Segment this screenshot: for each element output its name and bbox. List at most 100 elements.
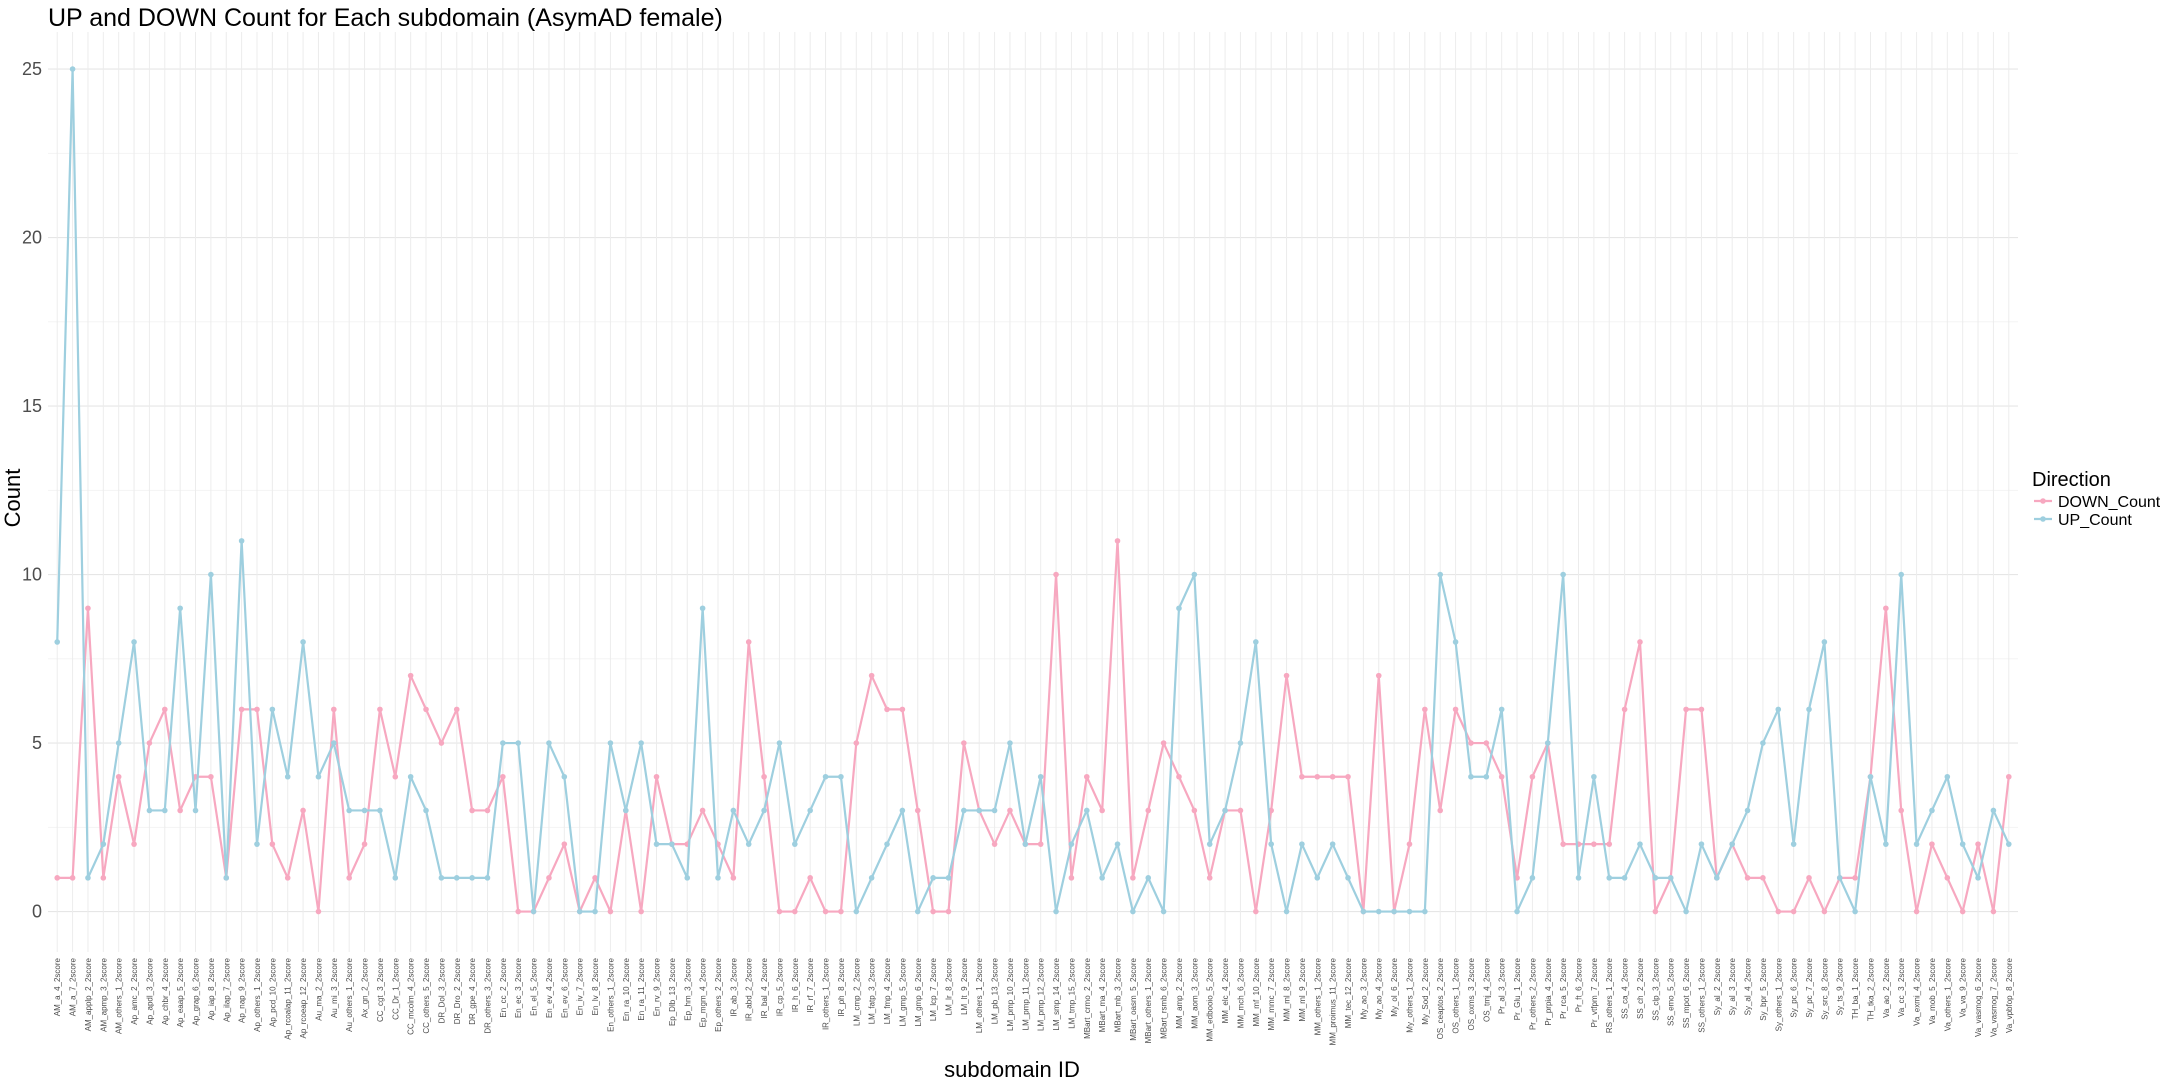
data-point: [1852, 908, 1858, 915]
data-point: [407, 672, 414, 679]
data-point: [546, 875, 552, 881]
data-point: [100, 875, 107, 881]
x-tick-label: MM_elc_4_2score: [1221, 957, 1230, 1023]
x-tick-label: Ap_eaap_5_2score: [176, 957, 185, 1027]
x-tick-label: Va_mob_5_2score: [1928, 957, 1937, 1024]
data-point: [392, 875, 399, 881]
x-tick-label: IR_ab_3_2score: [729, 957, 738, 1016]
data-point: [1698, 841, 1705, 847]
x-tick-label: LM_pb_13_2score: [991, 957, 1000, 1024]
x-tick-label: Sy_pc_7_2score: [1805, 957, 1814, 1017]
data-point: [269, 841, 276, 847]
data-point: [1652, 875, 1659, 881]
x-tick-label: En_ev_6_2score: [560, 957, 569, 1018]
data-point: [269, 706, 276, 713]
data-point: [884, 706, 890, 713]
data-point: [607, 740, 614, 746]
data-point: [1898, 571, 1905, 578]
x-tick-label: Sy_pc_6_2score: [1790, 957, 1799, 1017]
data-point: [1468, 740, 1474, 746]
series-layer: [54, 66, 2012, 915]
data-point: [1714, 875, 1720, 881]
data-point: [1283, 908, 1290, 915]
data-point: [1283, 672, 1290, 679]
data-point: [1514, 908, 1520, 915]
data-point: [192, 807, 199, 814]
data-point: [161, 706, 168, 713]
data-point: [838, 773, 844, 780]
data-point: [792, 908, 798, 915]
x-tick-label: Ap_rcoeap_12_2score: [299, 957, 308, 1038]
x-tick-label: Au_mi_3_2score: [330, 957, 339, 1018]
data-point: [776, 908, 783, 915]
x-tick-label: Ap_ilap_7_2score: [222, 957, 231, 1022]
data-point: [1406, 841, 1413, 847]
data-point: [761, 773, 767, 780]
x-tick-label: Ep_hm_3_2score: [683, 957, 692, 1020]
x-tick-label: AM_apmp_3_2score: [99, 957, 108, 1031]
x-tick-label: Pr_rca_5_2score: [1559, 957, 1568, 1018]
x-tick-label: My_ao_4_2score: [1375, 957, 1384, 1019]
x-tick-label: Ep_mgm_4_2score: [699, 957, 708, 1027]
x-tick-label: MM_tec_12_2score: [1344, 957, 1353, 1028]
data-point: [1160, 740, 1167, 746]
x-tick-label: En_ev_4_2score: [545, 957, 554, 1018]
data-point: [131, 639, 137, 645]
series-line-down-count: [57, 539, 2010, 913]
data-point: [1990, 807, 1997, 814]
data-point: [438, 740, 445, 746]
data-point: [208, 571, 214, 578]
data-point: [300, 639, 306, 645]
data-point: [1099, 875, 1105, 881]
data-point: [484, 807, 491, 814]
x-tick-label: En_others_1_2score: [606, 957, 615, 1031]
x-tick-label: TH_ba_1_2score: [1851, 957, 1860, 1019]
data-point: [976, 807, 983, 814]
data-point: [1698, 706, 1705, 713]
y-tick-label: 5: [32, 733, 42, 753]
x-tick-label: MM_proimus_11_2score: [1329, 957, 1338, 1045]
data-point: [1591, 841, 1597, 847]
data-point: [1729, 841, 1735, 847]
data-point: [1329, 841, 1336, 847]
x-tick-label: Pr_al_3_2score: [1498, 957, 1507, 1014]
data-point: [1406, 908, 1413, 915]
data-point: [1299, 773, 1305, 780]
data-point: [315, 908, 322, 915]
data-point: [1083, 807, 1090, 814]
data-point: [69, 66, 76, 72]
data-point: [377, 706, 383, 713]
x-tick-label: IR_others_1_2score: [822, 957, 831, 1030]
data-point: [945, 908, 952, 915]
data-point: [146, 807, 153, 814]
data-point: [1452, 639, 1459, 645]
data-point: [807, 807, 813, 814]
data-point: [991, 841, 998, 847]
x-tick-label: LM_lt_9_2score: [960, 957, 969, 1014]
data-point: [223, 875, 230, 881]
x-tick-label: IR_abd_2_2score: [745, 957, 754, 1021]
data-point: [822, 773, 829, 780]
x-tick-label: CC_cgt_3_2score: [376, 957, 385, 1022]
data-point: [699, 807, 706, 814]
x-tick-label: LM_fatp_3_2score: [868, 957, 877, 1024]
x-tick-label: MM_mf_10_2score: [1252, 957, 1261, 1026]
x-tick-label: LM_fmp_4_2score: [883, 957, 892, 1024]
data-point: [54, 875, 61, 881]
data-point: [1191, 807, 1198, 814]
data-point: [1898, 807, 1905, 814]
x-tick-label: OS_others_1_2score: [1452, 957, 1461, 1033]
x-tick-label: MM_mch_6_2score: [1236, 957, 1245, 1028]
data-point: [1145, 807, 1152, 814]
data-point: [776, 740, 783, 746]
data-point: [1929, 841, 1935, 847]
data-point: [1483, 740, 1490, 746]
data-point: [1990, 908, 1997, 915]
x-tick-label: MM_ml_9_2score: [1298, 957, 1307, 1021]
data-point: [300, 807, 306, 814]
data-point: [1775, 908, 1782, 915]
x-tick-label: LM_gmp_6_2score: [914, 957, 923, 1026]
data-point: [1099, 807, 1105, 814]
data-point: [1176, 773, 1182, 780]
x-tick-label: En_ra_10_2score: [622, 957, 631, 1021]
